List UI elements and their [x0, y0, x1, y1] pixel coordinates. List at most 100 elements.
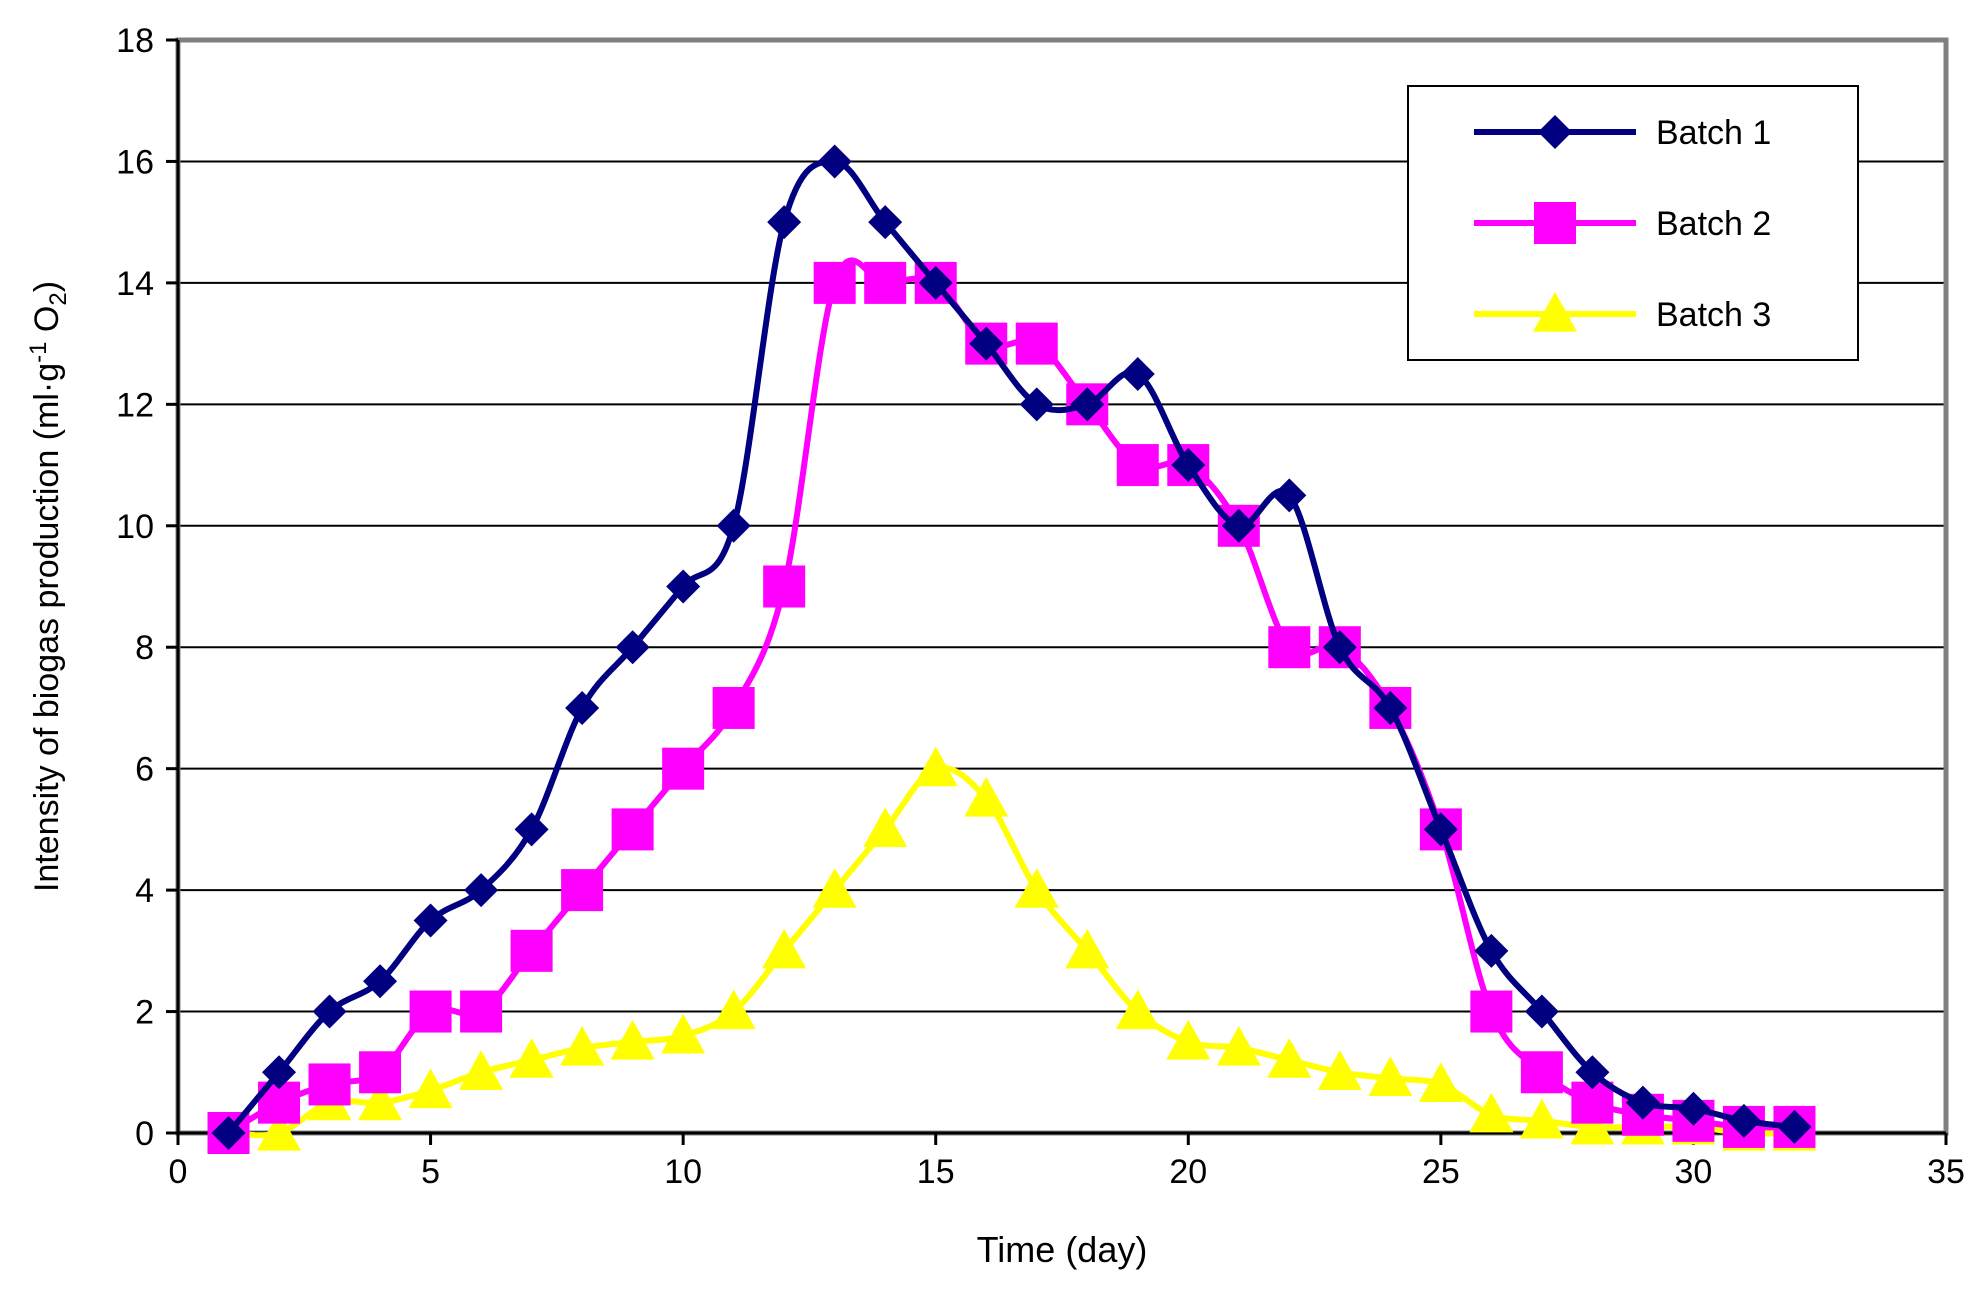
data-point-batch-1-day-29	[1625, 1085, 1660, 1120]
data-point-batch-1-day-32	[1777, 1109, 1812, 1144]
data-point-batch-1-day-23	[1322, 630, 1357, 665]
y-tick-label: 18	[116, 22, 154, 60]
x-tick-label: 30	[1675, 1153, 1713, 1191]
data-point-batch-3-day-27	[1519, 1098, 1564, 1139]
y-tick-label: 0	[135, 1115, 154, 1153]
data-point-batch-2-day-9	[611, 808, 654, 851]
legend-label-batch-3: Batch 3	[1656, 296, 1771, 334]
data-point-batch-3-day-8	[560, 1025, 605, 1066]
data-point-batch-2-day-19	[1116, 444, 1159, 487]
data-point-batch-1-day-5	[413, 903, 448, 938]
data-point-batch-2-day-12	[763, 565, 806, 608]
data-point-batch-3-day-10	[661, 1013, 706, 1054]
legend-marker-batch-3	[1533, 292, 1577, 332]
legend-label-batch-2: Batch 2	[1656, 205, 1771, 243]
x-tick-label: 20	[1169, 1153, 1207, 1191]
y-tick-label: 12	[116, 386, 154, 424]
data-point-batch-3-day-15	[913, 746, 958, 787]
y-axis-title-base: Intensity of biogas production (ml·g	[28, 363, 66, 892]
data-point-batch-1-day-28	[1575, 1055, 1610, 1090]
data-point-batch-3-day-16	[964, 777, 1009, 817]
data-point-batch-1-day-17	[1019, 387, 1054, 422]
data-point-batch-1-day-19	[1120, 356, 1155, 391]
y-tick-label: 16	[116, 143, 154, 181]
data-point-batch-3-day-2	[257, 1111, 302, 1151]
y-tick-label: 4	[135, 872, 154, 910]
data-point-batch-1-day-30	[1676, 1091, 1711, 1126]
data-point-batch-3-day-18	[1065, 928, 1110, 969]
data-point-batch-1-day-12	[767, 205, 802, 240]
x-tick-label: 25	[1422, 1153, 1460, 1191]
data-point-batch-3-day-11	[711, 989, 756, 1030]
data-point-batch-3-day-4	[358, 1080, 403, 1121]
data-point-batch-2-day-4	[359, 1051, 402, 1094]
data-point-batch-3-day-23	[1317, 1050, 1362, 1090]
data-point-batch-2-day-3	[308, 1063, 351, 1106]
y-tick-label: 2	[135, 994, 154, 1032]
x-tick-label: 35	[1927, 1153, 1965, 1191]
data-point-batch-1-day-1	[211, 1116, 246, 1150]
x-axis-title: Time (day)	[977, 1229, 1148, 1270]
data-point-batch-3-day-22	[1267, 1038, 1312, 1078]
data-point-batch-3-day-24	[1368, 1056, 1413, 1096]
y-axis-title-end: )	[28, 281, 66, 292]
y-axis-title-middle: O	[28, 306, 66, 342]
data-point-batch-2-day-6	[460, 990, 503, 1033]
data-point-batch-1-day-14	[868, 205, 903, 240]
series-batch-1	[211, 144, 1812, 1150]
x-tick-label: 15	[917, 1153, 955, 1191]
data-point-batch-1-day-20	[1171, 448, 1206, 483]
data-point-batch-3-day-21	[1216, 1025, 1261, 1066]
series-layer	[206, 144, 1817, 1154]
data-point-batch-3-day-17	[1014, 868, 1059, 908]
legend-label-batch-1: Batch 1	[1656, 114, 1771, 152]
data-point-batch-3-day-28	[1570, 1104, 1615, 1145]
data-point-batch-1-day-11	[716, 508, 751, 543]
series-line-batch-3	[225, 764, 1798, 1139]
y-axis-title-sup: -1	[25, 342, 52, 363]
legend-marker-batch-1	[1538, 115, 1572, 149]
data-point-batch-2-day-8	[561, 869, 604, 912]
legend-item-batch-2: Batch 2	[1474, 202, 1771, 244]
data-point-batch-1-day-7	[514, 812, 549, 847]
axes: 0 2 4 6 8 10 12 14 16 18 0 5 10 15 20 25 30 35	[116, 22, 1965, 1191]
data-point-batch-1-day-31	[1726, 1103, 1761, 1138]
legend-marker-batch-2	[1534, 202, 1576, 244]
data-point-batch-1-day-21	[1221, 508, 1256, 543]
data-point-batch-1-day-25	[1423, 812, 1458, 847]
x-tick-label: 10	[664, 1153, 702, 1191]
data-point-batch-1-day-22	[1272, 478, 1307, 513]
data-point-batch-2-day-13	[813, 261, 856, 304]
data-point-batch-3-day-9	[610, 1019, 655, 1060]
y-axis-title: Intensity of biogas production (ml·g-1 O…	[25, 281, 72, 892]
legend-item-batch-3: Batch 3	[1474, 292, 1771, 334]
data-point-batch-2-day-14	[864, 261, 907, 304]
y-axis-title-sub: 2	[45, 292, 72, 305]
data-point-batch-2-day-22	[1268, 626, 1311, 669]
data-point-batch-2-day-5	[409, 990, 452, 1033]
data-point-batch-1-day-27	[1524, 994, 1559, 1029]
data-point-batch-3-day-7	[509, 1038, 554, 1078]
data-point-batch-3-day-20	[1166, 1019, 1211, 1060]
y-tick-label: 8	[135, 629, 154, 667]
x-tick-label: 5	[421, 1153, 440, 1191]
data-point-batch-1-day-26	[1474, 933, 1509, 968]
data-point-batch-3-day-19	[1115, 989, 1160, 1030]
y-tick-label: 14	[116, 265, 154, 303]
data-point-batch-1-day-15	[918, 265, 953, 300]
data-point-batch-1-day-3	[312, 994, 347, 1029]
x-tick-label: 0	[169, 1153, 188, 1191]
data-point-batch-3-day-25	[1418, 1062, 1463, 1103]
data-point-batch-3-day-14	[863, 807, 908, 847]
data-point-batch-3-day-13	[812, 868, 857, 908]
data-point-batch-1-day-18	[1070, 387, 1105, 422]
data-point-batch-2-day-26	[1470, 990, 1513, 1033]
data-point-batch-2-day-7	[510, 929, 553, 972]
data-point-batch-1-day-6	[464, 873, 499, 908]
data-point-batch-2-day-27	[1520, 1051, 1563, 1094]
data-point-batch-1-day-16	[969, 326, 1004, 361]
y-tick-label: 6	[135, 751, 154, 789]
data-point-batch-3-day-12	[762, 928, 807, 969]
legend: Batch 1 Batch 2 Batch 3	[1407, 85, 1859, 361]
